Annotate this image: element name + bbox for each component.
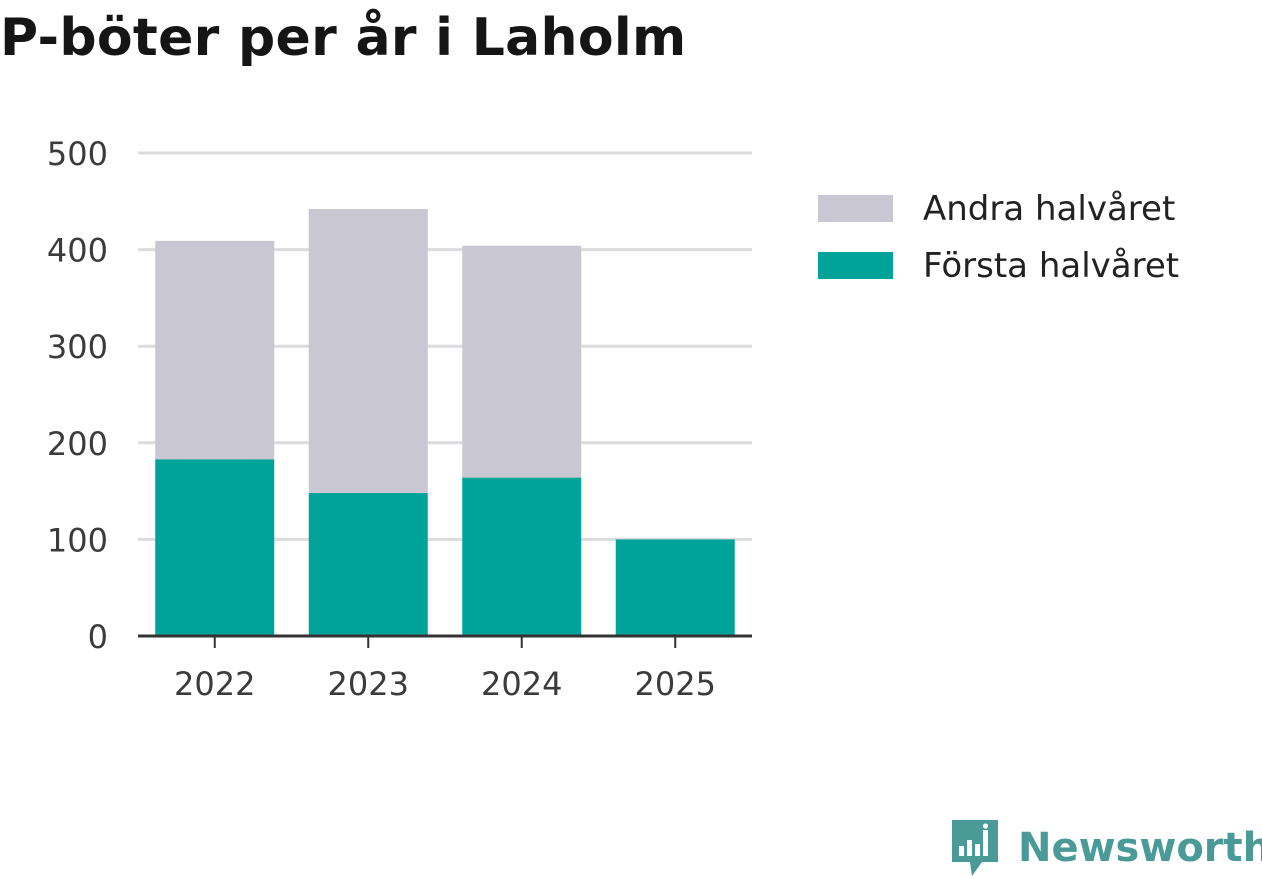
legend: Andra halvåret Första halvåret (818, 180, 1179, 294)
legend-item-second-half: Andra halvåret (818, 180, 1179, 237)
bars (155, 209, 735, 636)
y-tick-label: 500 (47, 135, 108, 173)
bar-2023-andra-halvaret (308, 209, 428, 494)
x-axis-ticks: 2022 2023 2024 2025 (174, 636, 716, 703)
x-tick-label: 2023 (328, 665, 409, 703)
legend-swatch-first-half (818, 252, 893, 279)
x-tick-label: 2024 (481, 665, 562, 703)
bar-2025-forsta-halvaret (615, 539, 735, 636)
bar-2022-andra-halvaret (155, 240, 275, 460)
newsworthy-logo-text: Newsworthy (1018, 825, 1262, 871)
bar-chart: 0 100 200 300 400 500 2022 2023 2024 2025 (47, 135, 752, 703)
y-tick-label: 100 (47, 521, 108, 559)
y-tick-label: 0 (88, 618, 108, 656)
chart-title: P-böter per år i Laholm (0, 8, 687, 68)
legend-label-second-half: Andra halvåret (923, 188, 1176, 229)
newsworthy-bar-chart-icon (952, 820, 998, 876)
bar-2022-forsta-halvaret (155, 459, 275, 636)
y-tick-label: 200 (47, 425, 108, 463)
bar-2023-forsta-halvaret (308, 493, 428, 636)
legend-label-first-half: Första halvåret (923, 245, 1180, 286)
y-tick-label: 300 (47, 328, 108, 366)
legend-item-first-half: Första halvåret (818, 237, 1179, 294)
y-axis-ticks: 0 100 200 300 400 500 (47, 135, 108, 656)
newsworthy-logo: Newsworthy (950, 818, 1262, 878)
x-tick-label: 2025 (635, 665, 716, 703)
bar-2024-andra-halvaret (462, 245, 582, 478)
bar-2024-forsta-halvaret (462, 477, 582, 636)
y-tick-label: 400 (47, 232, 108, 270)
legend-swatch-second-half (818, 195, 893, 222)
x-tick-label: 2022 (174, 665, 255, 703)
